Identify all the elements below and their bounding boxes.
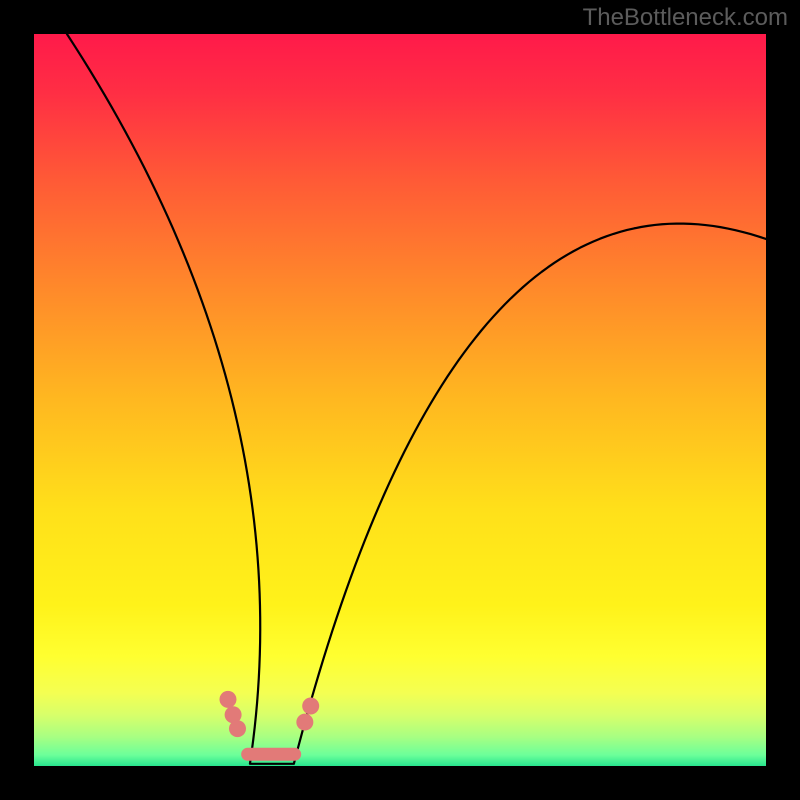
accent-dot (296, 714, 313, 731)
watermark-text: TheBottleneck.com (583, 4, 788, 32)
accent-dot (302, 697, 319, 714)
accent-dot (219, 691, 236, 708)
accent-dot (229, 720, 246, 737)
plot-area (34, 34, 766, 766)
accent-bar (241, 748, 301, 761)
